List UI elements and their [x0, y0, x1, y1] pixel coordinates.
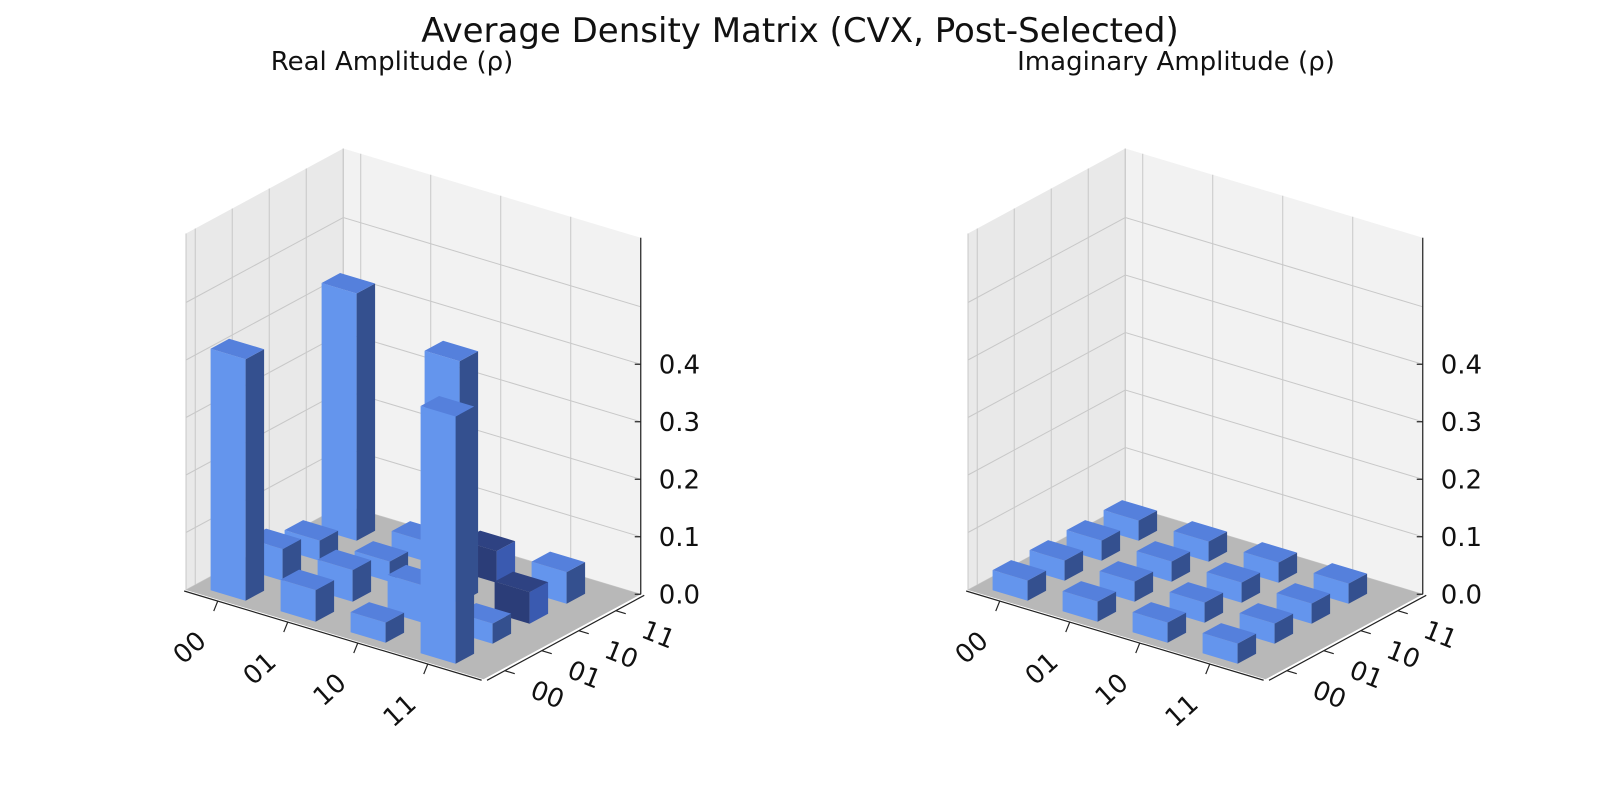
axes — [183, 237, 645, 681]
panel-title: Real Amplitude (ρ) — [271, 47, 514, 77]
left-pane — [968, 148, 1126, 590]
col-tick-label: 10 — [600, 635, 642, 675]
bar-10-01 — [1169, 582, 1224, 623]
row-tick-label: 01 — [238, 647, 283, 691]
z-tick-label: 0.0 — [659, 580, 700, 610]
bar-01-00 — [280, 569, 335, 622]
row-tick-label: 00 — [950, 626, 995, 670]
row-tick-label: 10 — [308, 668, 353, 712]
col-tick-label: 01 — [1345, 655, 1387, 695]
z-tick-label: 0.1 — [1441, 523, 1482, 553]
bar-01-01 — [1099, 561, 1154, 602]
z-tick-label: 0.1 — [659, 523, 700, 553]
row-tick-label: 00 — [168, 626, 213, 670]
row-tick-label: 11 — [378, 689, 423, 733]
z-tick-label: 0.0 — [1441, 580, 1482, 610]
bar-10-00 — [1132, 602, 1187, 643]
bars — [992, 500, 1368, 664]
bar-00-11 — [1103, 500, 1158, 541]
figure-title: Average Density Matrix (CVX, Post-Select… — [421, 11, 1179, 51]
bar-01-00 — [1062, 581, 1117, 622]
bar-11-00 — [1202, 623, 1257, 664]
bar-01-11 — [1173, 521, 1228, 562]
panel-imaginary: Imaginary Amplitude (ρ)00 01 10 11 000110110… — [950, 47, 1482, 733]
bar-11-11 — [531, 551, 586, 604]
col-tick-label: 00 — [526, 675, 568, 715]
bar-00-01 — [1029, 540, 1084, 581]
bar-10-11 — [1243, 542, 1298, 583]
col-tick-label: 00 — [1308, 675, 1350, 715]
bars — [210, 273, 586, 664]
panel-title: Imaginary Amplitude (ρ) — [1017, 47, 1335, 77]
z-tick-label: 0.4 — [1441, 350, 1482, 380]
row-tick-label: 10 — [1090, 668, 1135, 712]
z-tick-label: 0.3 — [659, 408, 700, 438]
row-tick-label: 11 — [1160, 689, 1205, 733]
bar-10-10 — [1206, 562, 1261, 603]
back-pane — [343, 148, 641, 595]
bar-01-10 — [1136, 541, 1191, 582]
z-tick-label: 0.2 — [659, 465, 700, 495]
bar-10-00 — [350, 602, 405, 643]
bar-00-00 — [210, 338, 265, 601]
panel-real: Real Amplitude (ρ)00 01 10 11 000110110.00.1… — [168, 47, 700, 733]
bar-11-01 — [1239, 603, 1294, 644]
bar-11-10 — [1276, 583, 1331, 624]
row-tick-label: 01 — [1020, 647, 1065, 691]
z-tick-label: 0.4 — [659, 350, 700, 380]
z-tick-label: 0.3 — [1441, 408, 1482, 438]
col-tick-label: 11 — [637, 615, 679, 655]
col-tick-label: 10 — [1382, 635, 1424, 675]
axes — [965, 237, 1427, 681]
back-pane — [1125, 148, 1423, 595]
col-tick-label: 01 — [563, 655, 605, 695]
z-tick-label: 0.2 — [1441, 465, 1482, 495]
bar-00-00 — [992, 560, 1047, 601]
bar-00-10 — [1066, 520, 1121, 561]
col-tick-label: 11 — [1419, 615, 1461, 655]
bar-11-11 — [1313, 563, 1368, 604]
bar-00-11 — [321, 273, 376, 541]
bar-11-00 — [420, 396, 475, 664]
